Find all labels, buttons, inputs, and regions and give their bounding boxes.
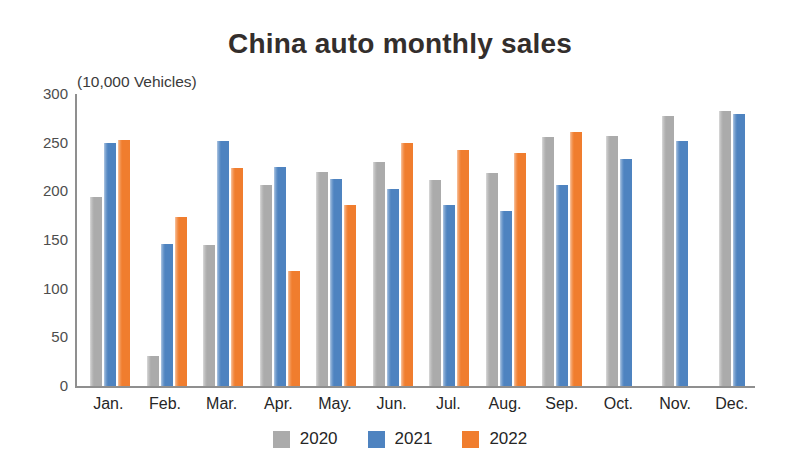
bar-2020-oct [606,136,618,386]
y-tick-label: 250 [0,134,68,152]
bar-2021-oct [620,159,632,386]
y-tick-label: 100 [0,280,68,298]
bar-2021-sep [556,185,568,386]
bar-group-feb [139,94,196,386]
x-axis-label-jan: Jan. [80,395,137,413]
x-axis-label-dec: Dec. [703,395,760,413]
legend-item-2022: 2022 [462,429,527,449]
x-axis-label-feb: Feb. [137,395,194,413]
x-axis-label-sep: Sep. [533,395,590,413]
chart-title: China auto monthly sales [0,28,800,60]
y-axis-unit-label: (10,000 Vehicles) [77,73,197,91]
bar-2021-may [330,179,342,386]
bar-2022-mar [231,168,243,386]
y-axis-tick-labels: 0 50 100 150 200 250 300 [0,0,68,469]
bar-group-sep [534,94,591,386]
bar-group-may [308,94,365,386]
bar-2020-jan [90,197,102,386]
bar-group-aug [478,94,535,386]
bar-2022-aug [514,153,526,386]
bar-2020-jul [429,180,441,386]
bar-2020-mar [203,245,215,386]
x-axis-label-mar: Mar. [193,395,250,413]
bar-2022-jun [401,143,413,386]
y-tick-label: 50 [0,328,68,346]
x-axis-label-aug: Aug. [477,395,534,413]
bar-2021-jul [443,205,455,386]
legend-label: 2021 [395,429,433,449]
bar-2020-sep [542,137,554,386]
bar-group-nov [647,94,704,386]
bar-2021-jan [104,143,116,386]
bar-group-mar [195,94,252,386]
bar-2020-nov [662,116,674,386]
bar-group-jan [82,94,139,386]
y-tick-label: 300 [0,85,68,103]
bar-2021-mar [217,141,229,386]
x-axis-label-may: May. [307,395,364,413]
legend-swatch-2020 [273,431,290,448]
bar-2022-jan [118,140,130,386]
bar-group-apr [252,94,309,386]
bar-2022-apr [288,271,300,386]
bar-group-dec [704,94,761,386]
bar-2020-dec [719,111,731,386]
bar-2022-feb [175,217,187,386]
bar-2020-feb [147,356,159,386]
bar-2021-nov [676,141,688,386]
y-tick-label: 0 [0,377,68,395]
bar-2021-jun [387,189,399,386]
legend-swatch-2022 [462,431,479,448]
legend-item-2020: 2020 [273,429,338,449]
bar-chart: China auto monthly sales (10,000 Vehicle… [0,0,800,469]
x-axis-labels: Jan.Feb.Mar.Apr.May.Jun.Jul.Aug.Sep.Oct.… [75,395,755,413]
x-axis-label-jun: Jun. [363,395,420,413]
bar-2022-may [344,205,356,386]
bar-2021-dec [733,114,745,386]
legend-swatch-2021 [368,431,385,448]
plot-area [75,94,755,388]
bar-group-jun [365,94,422,386]
bar-groups [77,94,755,386]
x-axis-label-jul: Jul. [420,395,477,413]
bar-2020-aug [486,173,498,386]
bar-2022-sep [570,132,582,386]
bar-group-jul [421,94,478,386]
y-tick-label: 150 [0,231,68,249]
bar-2021-aug [500,211,512,386]
x-axis-label-apr: Apr. [250,395,307,413]
y-tick-label: 200 [0,182,68,200]
x-axis-label-oct: Oct. [590,395,647,413]
bar-group-oct [591,94,648,386]
x-axis-label-nov: Nov. [647,395,704,413]
legend-label: 2022 [489,429,527,449]
legend: 2020 2021 2022 [0,429,800,449]
bar-2020-apr [260,185,272,386]
bar-2021-apr [274,167,286,386]
bar-2020-may [316,172,328,386]
legend-item-2021: 2021 [368,429,433,449]
bar-2020-jun [373,162,385,386]
bar-2022-jul [457,150,469,386]
bar-2021-feb [161,244,173,386]
legend-label: 2020 [300,429,338,449]
